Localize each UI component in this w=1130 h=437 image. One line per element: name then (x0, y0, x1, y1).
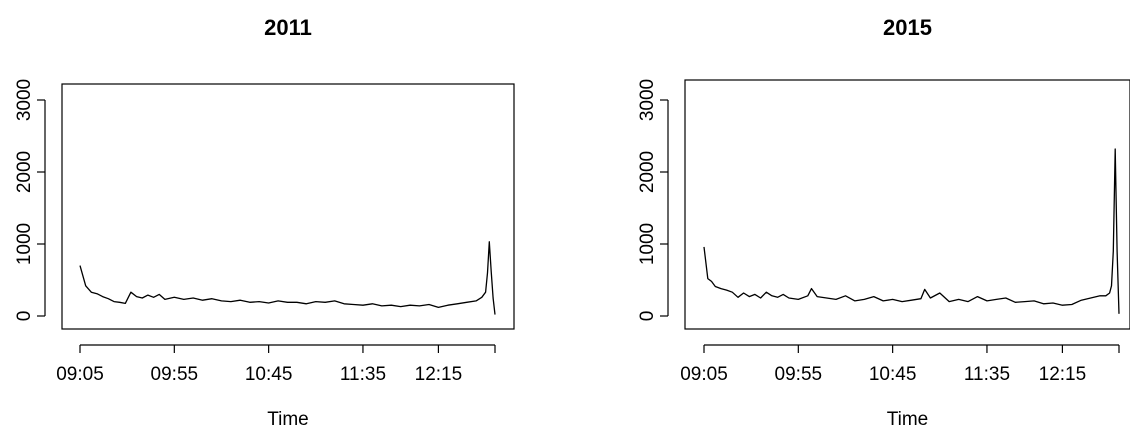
y-tick-label: 2000 (14, 151, 35, 193)
x-tick-label: 11:35 (964, 364, 1010, 385)
y-tick-label: 0 (14, 311, 35, 322)
y-tick-label: 1000 (637, 223, 658, 265)
x-tick-label: 09:55 (775, 364, 823, 385)
y-tick-label: 3000 (637, 79, 658, 121)
plot-frame (684, 79, 1130, 330)
x-tick-label: 09:55 (151, 364, 199, 385)
y-tick-label: 0 (637, 311, 658, 322)
x-axis-label: Time (267, 409, 309, 430)
y-tick-label: 2000 (637, 151, 658, 193)
panel-2011: 2011 0 1000 2000 3000 09:05 09:55 10:45 11:35 12:… (14, 15, 515, 430)
plot-frame (61, 83, 515, 330)
chart-title: 2015 (883, 15, 932, 40)
x-tick-label: 09:05 (680, 364, 728, 385)
x-tick-label: 12:15 (415, 364, 463, 385)
x-axis-label: Time (887, 409, 929, 430)
y-tick-label: 1000 (14, 223, 35, 265)
chart-title: 2011 (264, 15, 312, 40)
x-tick-label: 09:05 (56, 364, 104, 385)
x-tick-label: 11:35 (340, 364, 386, 385)
x-tick-label: 10:45 (869, 364, 917, 385)
x-tick-label: 12:15 (1039, 364, 1087, 385)
panel-2015: 2015 0 1000 2000 3000 09:05 09:55 10:45 11:35 12:… (637, 15, 1130, 430)
series-line (79, 241, 496, 315)
x-tick-label: 10:45 (245, 364, 293, 385)
series-line (703, 148, 1120, 314)
y-tick-label: 3000 (14, 79, 35, 121)
